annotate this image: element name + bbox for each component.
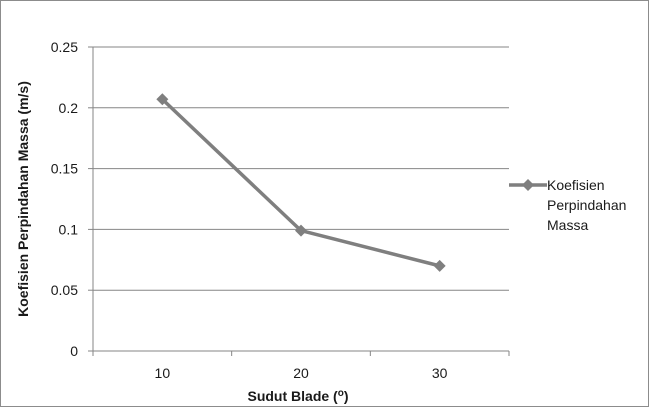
y-tick-label: 0.05 — [51, 282, 78, 298]
legend-marker — [522, 179, 534, 191]
y-tick-label: 0 — [70, 343, 78, 359]
data-point — [433, 259, 446, 272]
axes — [88, 46, 510, 356]
y-tick-label: 0.15 — [51, 161, 78, 177]
x-tick-label: 30 — [432, 365, 448, 381]
y-tick-labels: 0 0.05 0.1 0.15 0.2 0.25 — [51, 39, 78, 359]
legend-label: Perpindahan — [547, 197, 626, 213]
y-tick-label: 0.2 — [59, 100, 79, 116]
y-axis-title: Koefisien Perpindahan Massa (m/s) — [15, 81, 31, 317]
x-axis-title: Sudut Blade (o) — [247, 388, 348, 404]
legend: Koefisien Perpindahan Massa — [509, 177, 626, 233]
data-point — [295, 224, 307, 237]
x-tick-labels: 10 20 30 — [155, 365, 448, 381]
data-point — [156, 93, 169, 106]
gridlines — [93, 46, 509, 291]
y-tick-label: 0.25 — [51, 39, 78, 55]
legend-label: Massa — [547, 217, 588, 233]
x-tick-label: 10 — [155, 365, 171, 381]
legend-label: Koefisien — [547, 177, 605, 193]
x-tick-label: 20 — [293, 365, 309, 381]
y-tick-label: 0.1 — [59, 221, 79, 237]
series-line — [161, 98, 441, 268]
series-koefisien-perpindahan-massa — [156, 93, 446, 272]
